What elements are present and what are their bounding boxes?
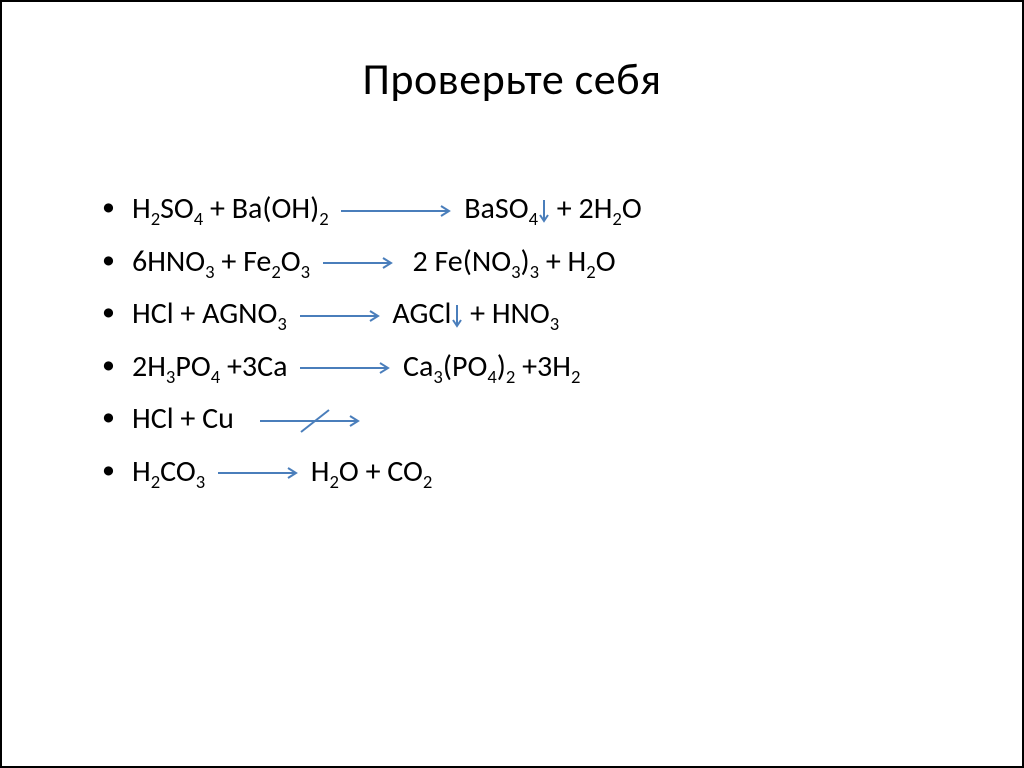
equation-lhs: H2SO4 + Ba(OH)2: [132, 190, 329, 227]
equation-rhs: H2O + CO2: [311, 453, 433, 490]
reaction-arrow-icon: [323, 255, 393, 271]
equation-list: H2SO4 + Ba(OH)2 BaSO4 + 2H2O 6HNO3 + Fe2O…: [102, 186, 962, 495]
equation-item: H2CO3 H2O + CO2: [102, 449, 962, 496]
equation-item: HCl + AGNO3 AGCl + HNO3: [102, 291, 962, 338]
no-reaction-arrow-icon: [260, 408, 360, 434]
equation-rhs: Ca3(PO4)2 +3H2: [403, 348, 580, 385]
slide: Проверьте себя H2SO4 + Ba(OH)2 BaSO4 + 2…: [0, 0, 1024, 768]
slide-title: Проверьте себя: [62, 52, 962, 106]
equation-item: HCl + Cu: [102, 396, 962, 443]
equation-rhs: BaSO4: [464, 190, 538, 227]
reaction-arrow-icon: [300, 308, 380, 324]
equation-item: 2H3PO4 +3Ca Ca3(PO4)2 +3H2: [102, 344, 962, 391]
equation-rhs: AGCl: [392, 295, 451, 332]
reaction-arrow-icon: [341, 203, 451, 219]
equation-item: 6HNO3 + Fe2O3 2 Fe(NO3)3 + H2O: [102, 239, 962, 286]
equation-rhs-tail: + 2H2O: [550, 190, 642, 227]
equation-rhs: 2 Fe(NO3)3 + H2O: [406, 243, 616, 280]
equation-rhs-tail: + HNO3: [463, 295, 559, 332]
equation-lhs: HCl + Cu: [132, 400, 234, 437]
precipitate-arrow-icon: [538, 198, 550, 224]
equation-lhs: 6HNO3 + Fe2O3: [132, 243, 310, 280]
reaction-arrow-icon: [300, 360, 390, 376]
equation-lhs: H2CO3: [132, 453, 205, 490]
equation-lhs: HCl + AGNO3: [132, 295, 287, 332]
reaction-arrow-icon: [218, 465, 298, 481]
equation-item: H2SO4 + Ba(OH)2 BaSO4 + 2H2O: [102, 186, 962, 233]
precipitate-arrow-icon: [451, 303, 463, 329]
equation-lhs: 2H3PO4 +3Ca: [132, 348, 287, 385]
